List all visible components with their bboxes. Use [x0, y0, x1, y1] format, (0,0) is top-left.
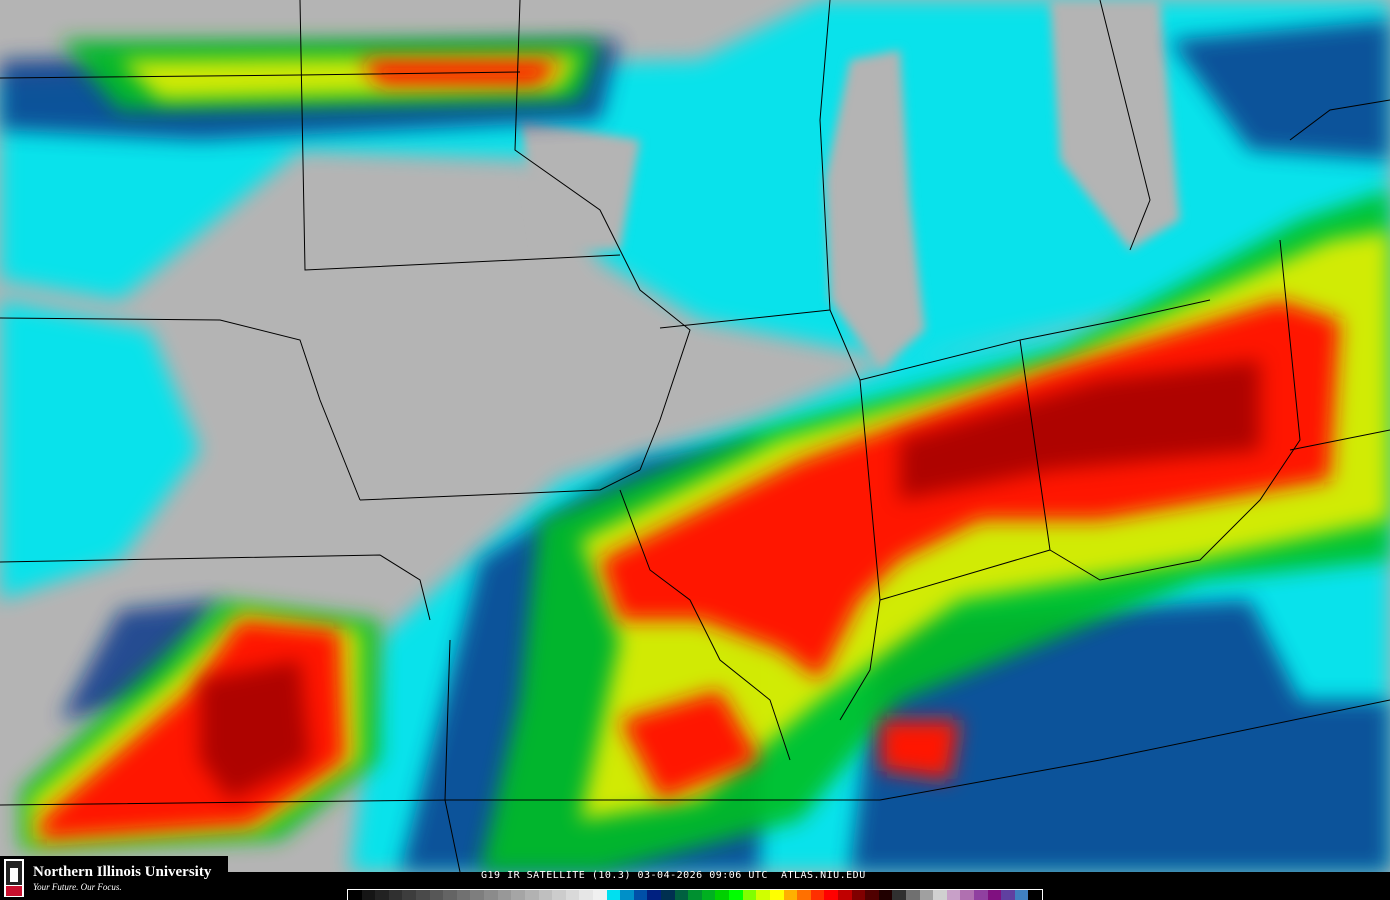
- colorbar-swatch: [375, 890, 389, 900]
- colorbar-swatch: [497, 890, 512, 900]
- colorbar-swatch: [946, 890, 961, 900]
- colorbar-swatch: [824, 890, 838, 900]
- colorbar-swatch: [905, 890, 920, 900]
- colorbar-swatch: [851, 890, 866, 900]
- colorbar-swatch: [878, 890, 893, 900]
- colorbar-swatch: [960, 890, 975, 900]
- temperature-colorbar: [347, 889, 1043, 900]
- colorbar-swatch: [769, 890, 784, 900]
- satellite-map: [0, 0, 1390, 872]
- colorbar-swatch: [633, 890, 648, 900]
- colorbar-swatch: [402, 890, 417, 900]
- colorbar-swatch: [701, 890, 716, 900]
- colorbar-swatch: [674, 890, 689, 900]
- university-name: Northern Illinois University: [33, 863, 212, 880]
- colorbar-swatch: [484, 890, 498, 900]
- colorbar-swatch: [429, 890, 444, 900]
- state-borders: [0, 0, 1390, 872]
- colorbar-swatch: [443, 890, 457, 900]
- colorbar-swatch: [837, 890, 852, 900]
- colorbar-swatch: [552, 890, 566, 900]
- colorbar-swatch: [456, 890, 471, 900]
- colorbar-swatch: [524, 890, 539, 900]
- colorbar-swatch: [933, 890, 947, 900]
- colorbar-swatch: [1028, 890, 1043, 900]
- colorbar-swatch: [729, 890, 743, 900]
- niu-shield-icon: [4, 859, 24, 897]
- colorbar-swatch: [783, 890, 798, 900]
- colorbar-swatch: [592, 890, 607, 900]
- colorbar-swatch: [919, 890, 934, 900]
- cloud-dark-red: [200, 360, 1260, 800]
- colorbar-swatch: [579, 890, 593, 900]
- colorbar-swatch: [511, 890, 525, 900]
- colorbar-swatch: [661, 890, 675, 900]
- image-caption: G19 IR SATELLITE (10.3) 03-04-2026 09:06…: [481, 870, 866, 881]
- colorbar-swatch: [416, 890, 430, 900]
- colorbar-swatch: [565, 890, 580, 900]
- colorbar-swatch: [538, 890, 553, 900]
- niu-logo[interactable]: Northern Illinois University Your Future…: [0, 856, 228, 900]
- colorbar-swatch: [388, 890, 403, 900]
- colorbar-swatch: [620, 890, 634, 900]
- colorbar-swatch: [688, 890, 702, 900]
- colorbar-swatch: [742, 890, 757, 900]
- colorbar-swatch: [647, 890, 662, 900]
- colorbar-swatch: [470, 890, 485, 900]
- colorbar-swatch: [865, 890, 879, 900]
- colorbar-swatch: [606, 890, 621, 900]
- colorbar-swatch: [892, 890, 906, 900]
- colorbar-swatch: [797, 890, 811, 900]
- colorbar-swatch: [810, 890, 825, 900]
- colorbar-swatch: [348, 890, 362, 900]
- colorbar-swatch: [974, 890, 988, 900]
- university-tagline: Your Future. Our Focus.: [33, 881, 122, 892]
- colorbar-swatch: [1014, 890, 1029, 900]
- lake-michigan-clear: [520, 0, 1180, 370]
- colorbar-swatch: [361, 890, 376, 900]
- colorbar-swatch: [1001, 890, 1015, 900]
- colorbar-swatch: [715, 890, 730, 900]
- colorbar-swatch: [987, 890, 1002, 900]
- colorbar-swatch: [756, 890, 770, 900]
